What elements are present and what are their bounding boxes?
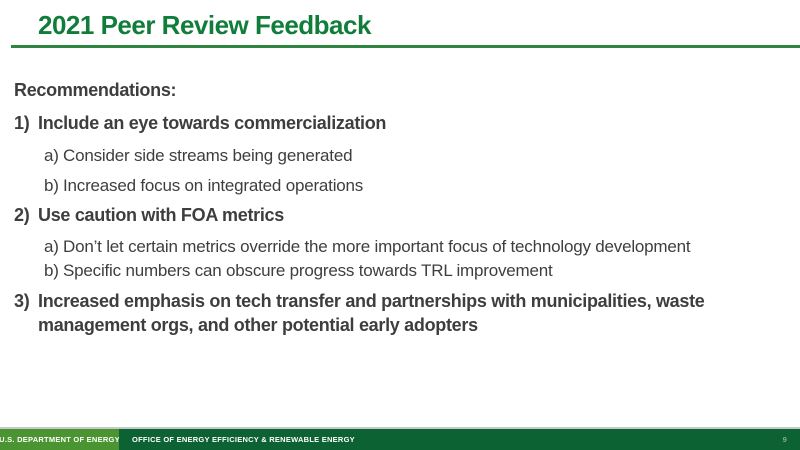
- list-marker: b): [44, 176, 59, 195]
- footer-divider-line: [0, 427, 800, 429]
- list-item-text: Increased emphasis on tech transfer and …: [38, 291, 705, 335]
- list-item-text: Don’t let certain metrics override the m…: [63, 237, 691, 256]
- list-marker: a): [44, 146, 59, 165]
- department-label: U.S. DEPARTMENT OF ENERGY: [0, 435, 120, 444]
- list-marker: 3): [14, 291, 30, 311]
- list-marker: a): [44, 237, 59, 256]
- list-marker: b): [44, 261, 59, 280]
- list-item-1b: b) Increased focus on integrated operati…: [44, 174, 792, 198]
- list-item-text: Consider side streams being generated: [63, 146, 353, 165]
- list-item-text: Specific numbers can obscure progress to…: [63, 261, 553, 280]
- list-item-text: Include an eye towards commercialization: [38, 113, 387, 133]
- list-item-text: Increased focus on integrated operations: [63, 176, 364, 195]
- list-marker: 1): [14, 113, 30, 133]
- list-item-2b: b) Specific numbers can obscure progress…: [44, 259, 792, 283]
- office-label: OFFICE OF ENERGY EFFICIENCY & RENEWABLE …: [132, 435, 355, 444]
- list-marker: 2): [14, 205, 30, 225]
- slide-body: Recommendations: 1) Include an eye towar…: [14, 78, 792, 337]
- title-underline: [11, 45, 800, 48]
- list-item-2a: a) Don’t let certain metrics override th…: [44, 235, 792, 259]
- list-item-2: 2) Use caution with FOA metrics: [14, 203, 792, 227]
- footer-office-segment: OFFICE OF ENERGY EFFICIENCY & RENEWABLE …: [119, 429, 800, 450]
- list-item-1: 1) Include an eye towards commercializat…: [14, 111, 792, 135]
- list-item-3: 3) Increased emphasis on tech transfer a…: [14, 289, 792, 337]
- footer-department-segment: U.S. DEPARTMENT OF ENERGY: [0, 429, 120, 450]
- list-item-text: Use caution with FOA metrics: [38, 205, 284, 225]
- body-heading: Recommendations:: [14, 80, 177, 100]
- footer-bar: U.S. DEPARTMENT OF ENERGY OFFICE OF ENER…: [0, 429, 800, 450]
- list-item-1a: a) Consider side streams being generated: [44, 144, 792, 168]
- slide-title: 2021 Peer Review Feedback: [38, 10, 371, 40]
- page-number: 9: [782, 435, 787, 444]
